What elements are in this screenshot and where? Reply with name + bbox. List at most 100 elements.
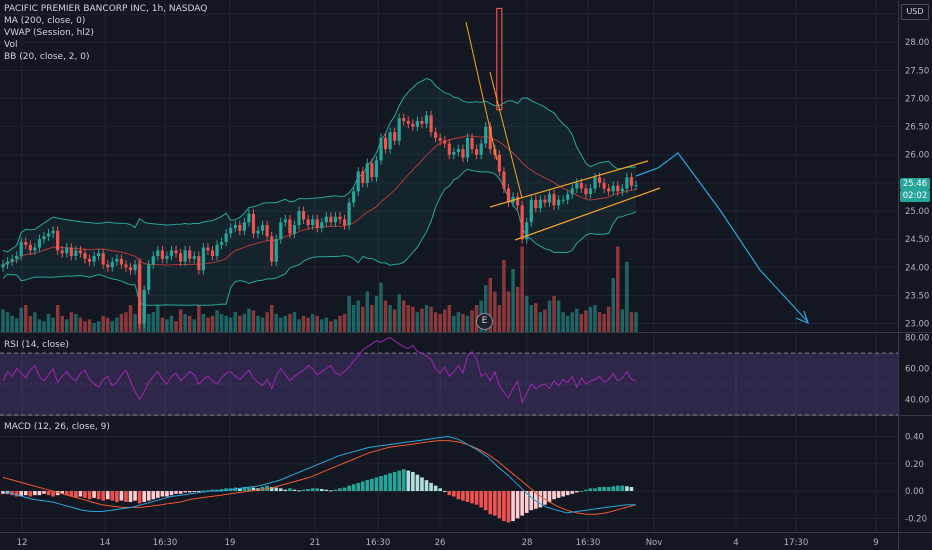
volume-bar <box>597 312 602 332</box>
price-panel[interactable] <box>1 7 809 332</box>
macd-histogram-bar <box>351 484 356 492</box>
volume-bar <box>87 319 92 332</box>
macd-histogram-bar <box>565 491 570 496</box>
volume-bar <box>347 296 351 332</box>
volume-bar <box>119 314 124 332</box>
macd-histogram-bar <box>433 485 438 492</box>
candle-body <box>10 258 14 262</box>
candle-body <box>124 264 128 268</box>
x-tick-label: Nov <box>646 538 663 548</box>
candle-body <box>279 222 283 240</box>
volume-bar <box>420 308 424 332</box>
macd-histogram-bar <box>174 491 178 494</box>
candle-body <box>201 247 205 271</box>
candle-body <box>379 137 383 161</box>
currency-badge[interactable]: USD <box>901 4 929 20</box>
volume-bar <box>538 312 543 332</box>
volume-bar <box>78 317 83 332</box>
macd-histogram-bar <box>579 491 584 493</box>
candle-body <box>283 219 287 223</box>
rsi-label[interactable]: RSI (14, close) <box>4 340 69 350</box>
macd-signal-line <box>2 440 637 515</box>
macd-histogram-bar <box>274 487 279 492</box>
macd-legend: MACD (12, 26, close, 9) <box>4 421 110 433</box>
price-tick-label: 23.00 <box>905 320 929 330</box>
volume-bar <box>361 306 365 332</box>
candle-body <box>174 250 178 254</box>
price-tick-label: 26.50 <box>905 123 929 133</box>
candle-body <box>597 177 602 183</box>
macd-panel[interactable] <box>1 435 637 523</box>
volume-bar <box>288 314 292 332</box>
macd-label[interactable]: MACD (12, 26, close, 9) <box>4 422 110 432</box>
candle-body <box>461 149 465 158</box>
volume-bar <box>488 278 493 332</box>
macd-histogram-bar <box>388 473 392 492</box>
indicator-ma[interactable]: MA (200, close, 0) <box>4 16 86 26</box>
x-tick-label: 4 <box>733 538 738 548</box>
candle-body <box>65 247 69 254</box>
candle-body <box>33 247 37 251</box>
macd-histogram-bar <box>574 491 579 493</box>
rsi-panel[interactable] <box>0 337 898 416</box>
volume-bar <box>320 319 324 332</box>
volume-bar <box>579 314 584 332</box>
volume-bar <box>228 317 233 332</box>
macd-tick-label: 0.20 <box>905 460 924 470</box>
macd-histogram-bar <box>520 491 524 516</box>
volume-bar <box>547 300 552 332</box>
candle-body <box>219 241 224 245</box>
volume-bar <box>260 317 265 332</box>
macd-histogram-bar <box>606 486 611 492</box>
time-axis[interactable]: 12 14 16:30 19 21 16:30 26 28 16:30 Nov 4 17:30 9 <box>17 538 879 548</box>
price-tick-label: 27.50 <box>905 66 929 76</box>
earnings-badge[interactable]: E <box>476 313 493 330</box>
macd-histogram-bar <box>78 491 83 497</box>
candle-body <box>160 250 164 259</box>
volume-bar <box>570 312 574 332</box>
candle-body <box>429 115 433 133</box>
bar-countdown-tag: 02:02 <box>900 190 930 202</box>
volume-bar <box>365 291 370 332</box>
candle-body <box>192 256 196 259</box>
candle-body <box>19 241 23 257</box>
indicator-vwap[interactable]: VWAP (Session, hl2) <box>4 28 95 38</box>
volume-bar <box>515 287 520 332</box>
volume-bar <box>611 278 615 332</box>
volume-bar <box>411 306 415 332</box>
volume-bar <box>606 306 611 332</box>
volume-bar <box>402 300 406 332</box>
candle-body <box>602 182 606 189</box>
candle-body <box>333 216 338 223</box>
volume-bar <box>524 296 529 332</box>
candle-body <box>51 230 55 234</box>
volume-bar <box>342 314 347 332</box>
price-tick-label: 24.00 <box>905 263 929 273</box>
candle-body <box>383 137 388 150</box>
macd-tick-label: 0.00 <box>905 487 924 497</box>
macd-histogram-bar <box>511 491 515 522</box>
volume-bar <box>69 312 74 332</box>
x-tick-label: 14 <box>100 538 111 548</box>
indicator-bollinger[interactable]: BB (20, close, 2, 0) <box>4 52 90 62</box>
volume-bar <box>178 309 183 332</box>
candle-body <box>233 225 237 228</box>
x-tick-label: 16:30 <box>153 538 178 548</box>
volume-bar <box>42 321 46 332</box>
symbol-title[interactable]: PACIFIC PREMIER BANCORP INC, 1h, NASDAQ <box>4 4 208 14</box>
macd-histogram-bar <box>92 491 96 498</box>
rsi-tick-label: 80.00 <box>905 334 929 344</box>
candle-body <box>210 250 215 257</box>
macd-histogram-bar <box>493 491 497 516</box>
candle-body <box>37 239 42 248</box>
volume-bar <box>19 307 23 332</box>
price-axis[interactable]: 23.0023.5024.0024.5025.0025.5026.0026.50… <box>905 10 929 524</box>
candle-body <box>69 247 73 257</box>
candle-body <box>238 225 242 231</box>
macd-histogram-bar <box>629 486 634 492</box>
indicator-volume[interactable]: Vol <box>4 40 18 50</box>
volume-bar <box>301 315 306 332</box>
candle-body <box>169 250 174 257</box>
trend-line <box>489 71 523 199</box>
